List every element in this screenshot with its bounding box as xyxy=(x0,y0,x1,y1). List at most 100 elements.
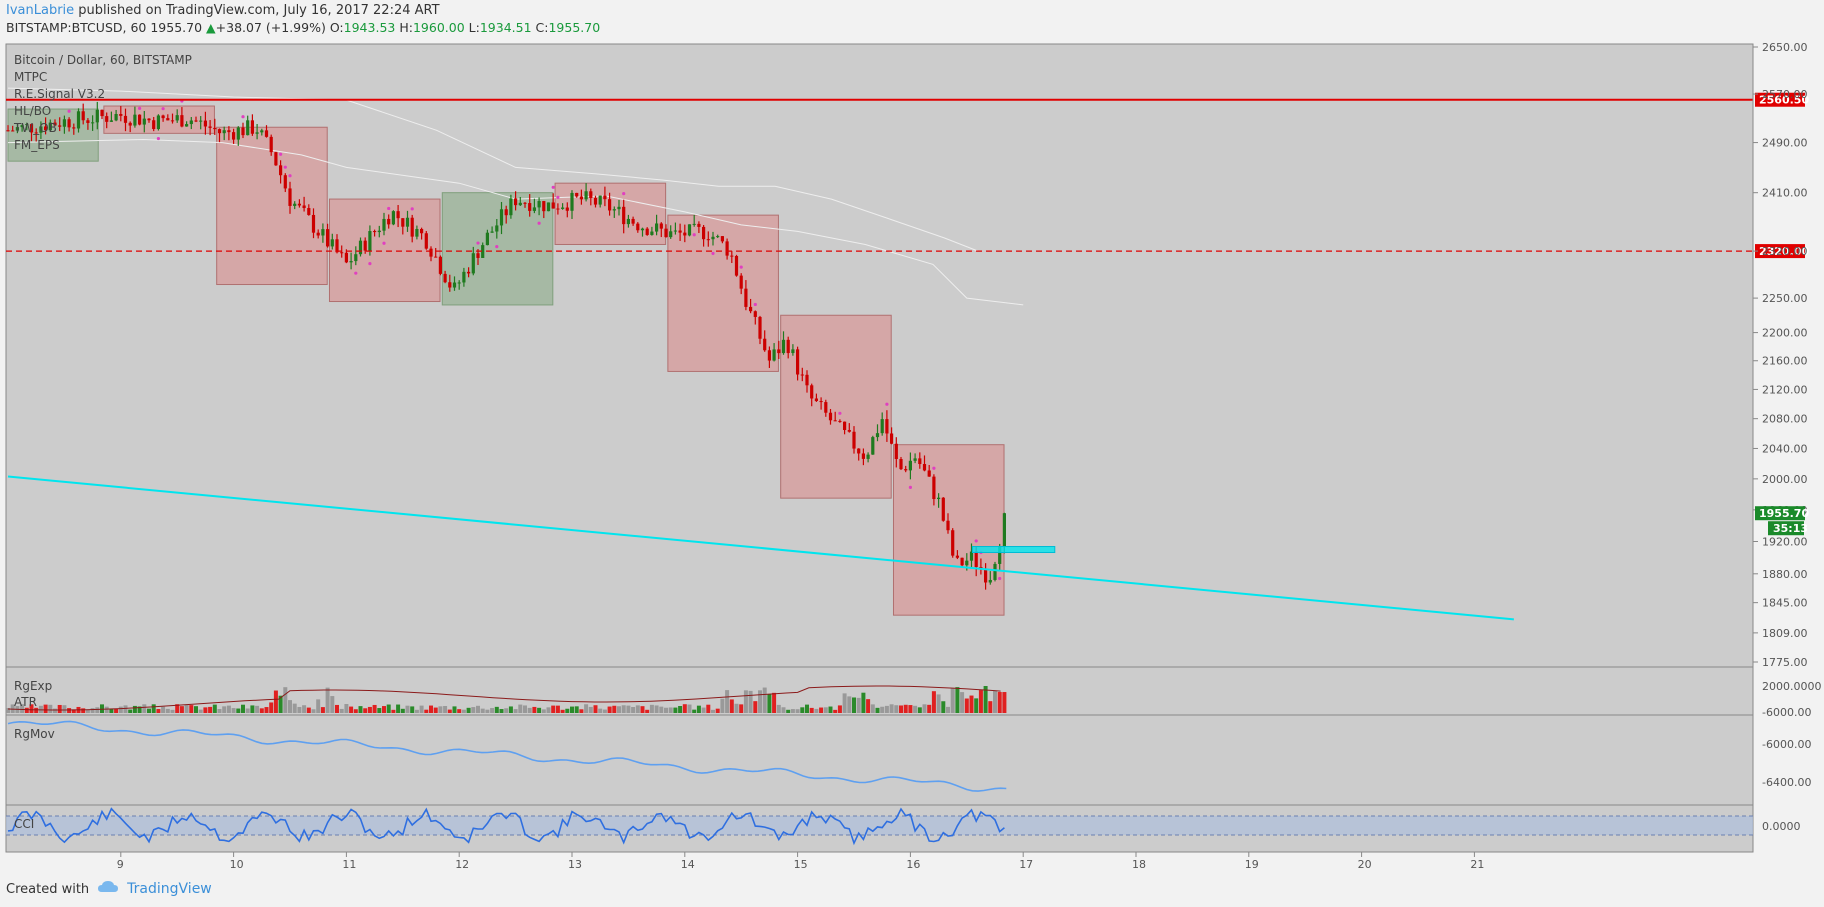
candle-body xyxy=(222,130,226,134)
candle-body xyxy=(932,476,936,500)
volume-bar xyxy=(118,706,123,713)
candle-body xyxy=(128,122,132,126)
volume-bar xyxy=(264,707,269,713)
volume-bar xyxy=(424,709,429,713)
author-link[interactable]: IvanLabrie xyxy=(6,3,75,18)
volume-bar xyxy=(964,698,969,713)
candle-body xyxy=(575,192,579,197)
target-zone xyxy=(971,546,1056,554)
volume-bar xyxy=(790,709,795,713)
volume-pane[interactable] xyxy=(5,666,1754,716)
volume-bar xyxy=(800,707,805,713)
volume-bar xyxy=(24,707,29,713)
volume-bar xyxy=(349,706,354,713)
volume-bar xyxy=(297,706,302,713)
candle-body xyxy=(739,275,743,289)
volume-bar xyxy=(955,687,960,713)
candle-body xyxy=(612,209,616,211)
volume-bar xyxy=(664,707,668,713)
volume-bar xyxy=(480,708,485,713)
signal-dot xyxy=(156,136,160,141)
candle-body xyxy=(44,126,48,131)
time-axis[interactable]: 9 10 11 12 13 14 15 16 17 18 19 20 21 xyxy=(117,852,1485,871)
candle-body xyxy=(626,218,630,225)
candle-body xyxy=(29,124,34,133)
price-tick-label: 2120.00 xyxy=(1762,383,1808,396)
volume-bar xyxy=(499,709,504,713)
candle-body xyxy=(523,202,527,204)
signal-dot xyxy=(410,207,414,211)
legend-item: TW_OB xyxy=(13,121,57,135)
candle-body xyxy=(208,126,212,128)
volume-bar xyxy=(198,709,203,713)
candle-body xyxy=(53,122,57,126)
candle-body xyxy=(998,547,1002,564)
candle-body xyxy=(91,122,95,124)
time-tick-label: 16 xyxy=(906,858,920,871)
volume-bar xyxy=(67,708,72,713)
volume-bar xyxy=(457,709,462,713)
time-tick-label: 11 xyxy=(342,858,356,871)
pane-label: CCI xyxy=(14,817,34,831)
volume-bar xyxy=(847,696,852,713)
candle-body xyxy=(659,223,663,229)
candle-body xyxy=(824,402,828,413)
candle-body xyxy=(358,240,363,255)
candle-body xyxy=(457,282,461,284)
candle-body xyxy=(969,551,974,561)
candle-body xyxy=(123,115,128,123)
volume-bar xyxy=(598,708,603,713)
volume-bar xyxy=(551,705,556,713)
volume-bar xyxy=(447,709,452,713)
last-price-label: 1955.70 xyxy=(1759,507,1809,520)
volume-bar xyxy=(438,706,443,713)
volume-bar xyxy=(927,704,932,713)
volume-bar xyxy=(382,706,386,713)
candle-body xyxy=(984,568,988,583)
volume-bar xyxy=(325,687,330,713)
volume-bar xyxy=(706,704,711,713)
volume-bar xyxy=(884,705,889,713)
volume-bar xyxy=(85,709,90,713)
candle-body xyxy=(363,240,367,251)
mov-axis-label: -6000.00 xyxy=(1762,738,1811,751)
volume-bar xyxy=(969,695,974,713)
candle-body xyxy=(514,198,518,206)
candle-body xyxy=(866,454,870,459)
cci-axis-label: 0.0000 xyxy=(1762,820,1801,833)
candle-body xyxy=(734,255,739,276)
time-tick-label: 20 xyxy=(1358,858,1372,871)
price-tick-label: 2080.00 xyxy=(1762,413,1808,426)
tradingview-brand[interactable]: TradingView xyxy=(127,881,212,897)
candle-body xyxy=(481,245,485,258)
candle-body xyxy=(34,132,38,134)
tradingview-cloud-icon xyxy=(97,880,119,898)
price-axis[interactable]: 2650.00 2570.00 2490.00 2410.00 2320.00 2250.… xyxy=(1753,41,1809,669)
levels: 2560.50 2320.00 xyxy=(6,92,1809,259)
volume-bar xyxy=(795,709,800,713)
price-tick-label: 1809.00 xyxy=(1762,627,1808,640)
signal-dot xyxy=(368,262,372,266)
candle-body xyxy=(509,198,513,216)
volume-bar xyxy=(518,704,523,713)
volume-bar xyxy=(386,704,391,713)
volume-bar xyxy=(560,709,565,713)
candle-body xyxy=(283,175,287,189)
candle-body xyxy=(702,226,706,240)
high-value: 1960.00 xyxy=(412,20,465,35)
volume-bar xyxy=(993,690,997,713)
candle-body xyxy=(293,203,297,206)
mov-axis-label: -6400.00 xyxy=(1762,776,1811,789)
volume-bar xyxy=(809,707,814,713)
signal-dot xyxy=(556,195,560,199)
candle-body xyxy=(650,231,654,235)
candle-body xyxy=(838,420,842,422)
rgmov-pane[interactable] xyxy=(5,714,1754,806)
footer: Created with TradingView xyxy=(6,880,212,898)
volume-bar xyxy=(579,709,584,713)
candle-body xyxy=(175,115,179,121)
candle-body xyxy=(589,191,593,198)
candle-body xyxy=(476,253,480,258)
candle-body xyxy=(716,236,720,238)
